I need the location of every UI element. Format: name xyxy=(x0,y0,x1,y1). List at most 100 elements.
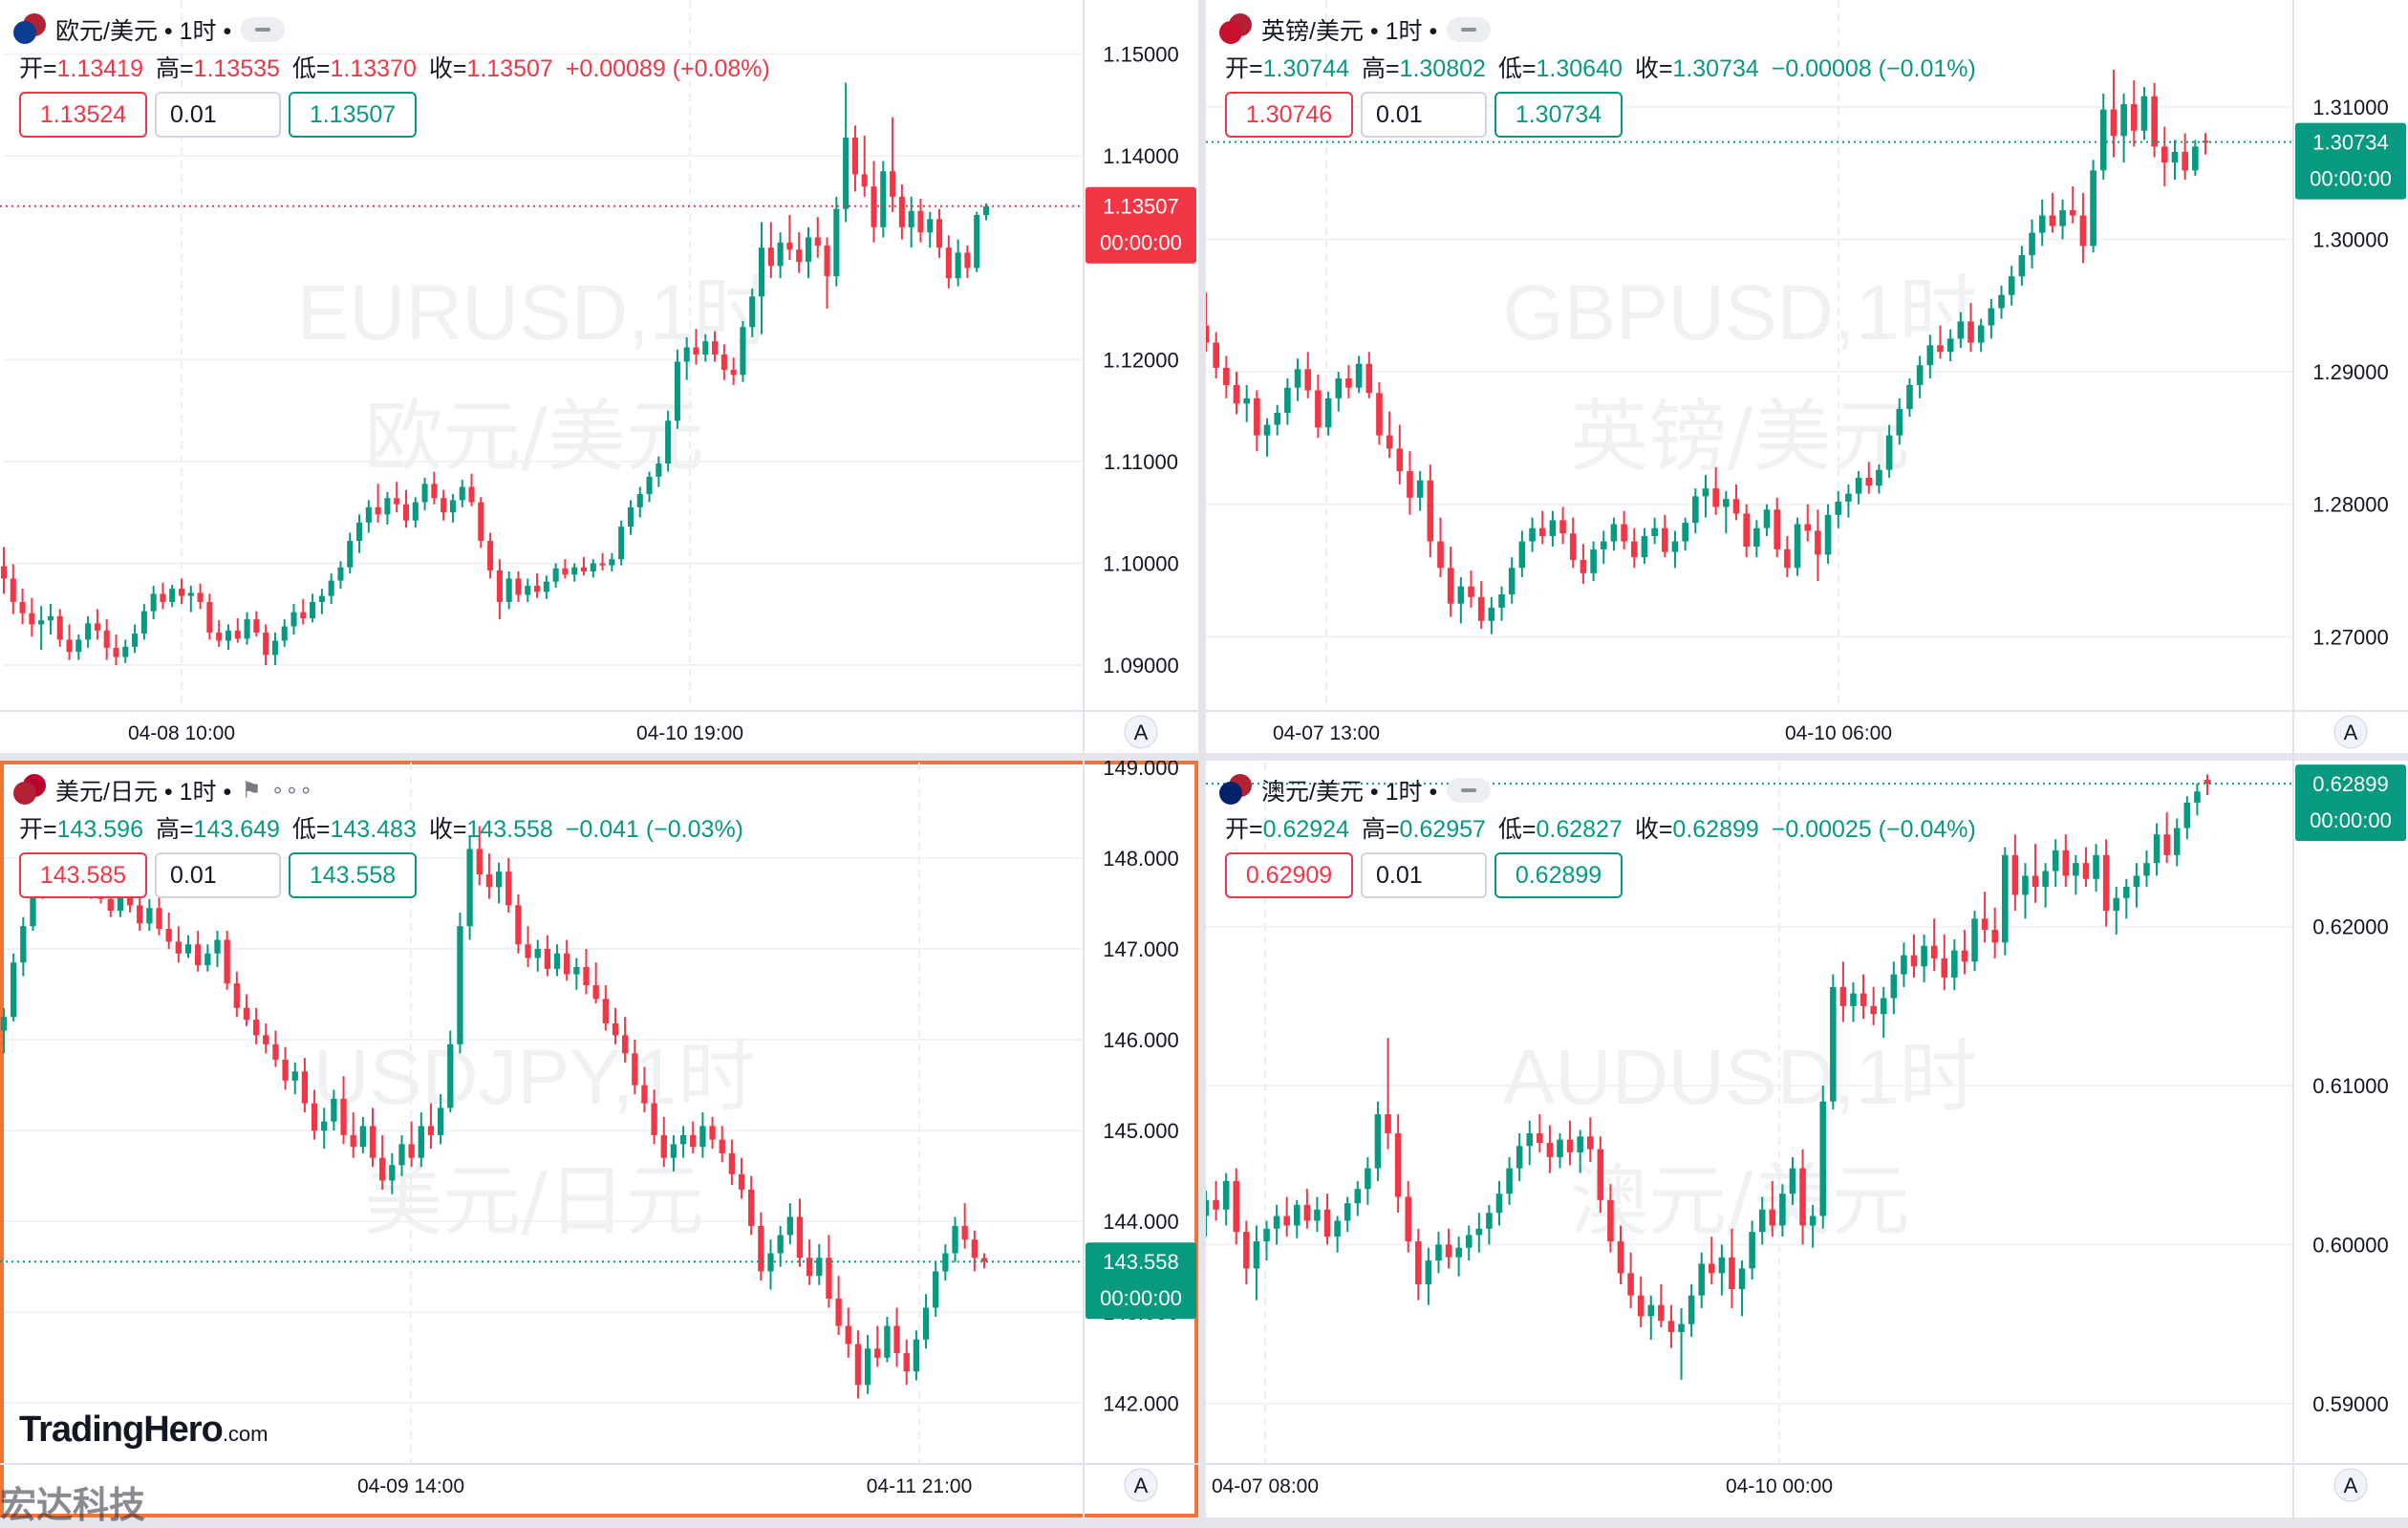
candle-body xyxy=(437,1108,444,1135)
auto-scale-label: A xyxy=(2344,721,2358,744)
flag-icon[interactable]: ⚑ xyxy=(241,777,262,804)
candle xyxy=(1263,1220,1270,1261)
candle-body xyxy=(974,215,980,269)
candle-body xyxy=(890,171,896,197)
candle xyxy=(1667,1304,1675,1348)
y-tick-label: 1.15000 xyxy=(1103,43,1179,67)
candle-body xyxy=(908,210,914,227)
symbol-header[interactable]: 欧元/美元 • 1时 • xyxy=(13,13,286,46)
candle-body xyxy=(1447,568,1454,604)
chart-panel-gbpusd[interactable]: GBPUSD,1时 英镑/美元 1.31000 1.30000 1.29000 1.280… xyxy=(1206,0,2408,753)
candle xyxy=(1206,1190,1210,1237)
symbol-label[interactable]: 英镑/美元 • 1时 • xyxy=(1261,18,1438,45)
candle-body xyxy=(418,1126,424,1158)
quantity-input[interactable]: 0.01 xyxy=(1361,92,1487,138)
candle-body xyxy=(1763,509,1771,528)
chart-panel-usdjpy[interactable]: USDJPY,1时 美元/日元 149.000 148.000 147.000 146.0… xyxy=(0,761,1198,1517)
candle-body xyxy=(2173,828,2181,855)
candle-body xyxy=(485,874,493,888)
candle-body xyxy=(738,1173,745,1190)
candle-body xyxy=(980,1258,988,1262)
candle-body xyxy=(225,630,232,641)
quantity-input[interactable]: 0.01 xyxy=(155,852,281,898)
auto-scale-button[interactable]: A xyxy=(1124,715,1158,749)
candle-body xyxy=(1830,986,1837,1102)
candle xyxy=(2113,887,2120,936)
symbol-label[interactable]: 欧元/美元 • 1时 • xyxy=(55,18,232,45)
buy-button[interactable]: 0.62899 xyxy=(1494,852,1623,898)
symbol-header[interactable]: 澳元/美元 • 1时 • xyxy=(1219,774,1492,807)
symbol-header[interactable]: 美元/日元 • 1时 • ⚑ ∘∘∘ xyxy=(13,774,313,807)
chart-panel-eurusd[interactable]: EURUSD,1时 欧元/美元 1.15000 1.14000 1.12000 1.110… xyxy=(0,0,1198,753)
candle xyxy=(1991,907,1998,958)
more-dots-icon[interactable]: ∘∘∘ xyxy=(270,778,314,802)
candle-body xyxy=(1569,533,1577,560)
candle-body xyxy=(375,506,381,515)
candle-body xyxy=(1815,530,1821,555)
candle-body xyxy=(1753,527,1760,548)
auto-scale-button[interactable]: A xyxy=(2333,715,2368,749)
candle xyxy=(1860,974,1867,1020)
candle-body xyxy=(1991,930,1998,943)
candle xyxy=(646,471,653,503)
candle xyxy=(1465,1225,1473,1261)
collapse-toggle-icon[interactable] xyxy=(1447,17,1492,42)
candle-body xyxy=(1860,993,1867,1006)
buy-button[interactable]: 143.558 xyxy=(289,852,417,898)
candle-body xyxy=(244,619,250,639)
candle xyxy=(890,117,896,212)
candle-body xyxy=(884,1325,891,1358)
candle xyxy=(1546,1125,1554,1173)
candle xyxy=(1335,372,1343,412)
buy-button[interactable]: 1.30734 xyxy=(1494,92,1623,138)
corner-watermark: 宏达科技 xyxy=(0,1486,146,1526)
change-value: +0.00089 (+0.08%) xyxy=(565,55,770,82)
candle xyxy=(1233,1168,1240,1245)
candle-body xyxy=(2062,850,2070,876)
candle xyxy=(2192,140,2199,176)
candle-body xyxy=(583,966,590,986)
candle xyxy=(0,1007,8,1054)
candle-body xyxy=(1661,527,1668,552)
candle xyxy=(2161,126,2168,186)
symbol-header[interactable]: 英镑/美元 • 1时 • xyxy=(1219,13,1492,46)
candles xyxy=(1206,774,2211,1380)
candle xyxy=(544,935,551,977)
candle-body xyxy=(1283,1216,1290,1226)
candle xyxy=(758,222,765,334)
sell-button[interactable]: 1.13524 xyxy=(19,92,147,138)
candle xyxy=(590,559,596,578)
sell-button[interactable]: 1.30746 xyxy=(1225,92,1353,138)
symbol-label[interactable]: 美元/日元 • 1时 • xyxy=(55,779,232,806)
candle-body xyxy=(874,1348,881,1358)
collapse-toggle-icon[interactable] xyxy=(241,17,286,42)
buy-button[interactable]: 1.13507 xyxy=(289,92,417,138)
quantity-input[interactable]: 0.01 xyxy=(155,92,281,138)
sell-button[interactable]: 0.62909 xyxy=(1225,852,1353,898)
candle xyxy=(1405,1180,1411,1253)
quantity-input[interactable]: 0.01 xyxy=(1361,852,1487,898)
symbol-label[interactable]: 澳元/美元 • 1时 • xyxy=(1261,779,1438,806)
auto-scale-button[interactable]: A xyxy=(2333,1468,2368,1502)
candle-body xyxy=(2194,791,2201,803)
candle xyxy=(321,1108,328,1150)
candle xyxy=(66,624,73,660)
collapse-toggle-icon[interactable] xyxy=(1447,778,1492,803)
candle-body xyxy=(534,585,541,592)
candle xyxy=(1738,1260,1746,1317)
candle-body xyxy=(679,1134,687,1145)
chart-panel-audusd[interactable]: AUDUSD,1时 澳元/美元 0.62000 0.61000 0.60000 0.590… xyxy=(1206,761,2408,1517)
candle-body xyxy=(728,1152,736,1174)
candle-body xyxy=(1386,435,1393,449)
candle-body xyxy=(917,210,924,233)
x-tick-label: 04-10 00:00 xyxy=(1726,1475,1833,1497)
candle-body xyxy=(206,601,213,633)
auto-scale-button[interactable]: A xyxy=(1124,1468,1158,1502)
candle-body xyxy=(1529,527,1536,542)
sell-button[interactable]: 143.585 xyxy=(19,852,147,898)
